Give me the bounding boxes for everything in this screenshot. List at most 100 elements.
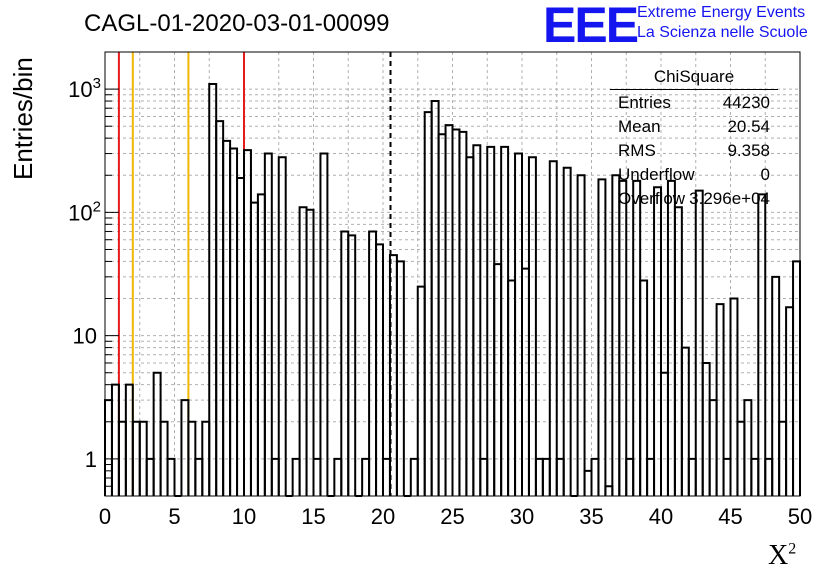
histogram-bin: [319, 152, 329, 496]
histogram-bin: [347, 234, 357, 496]
stats-value: 3.296e+04: [689, 189, 770, 208]
x-tick-label: 50: [788, 504, 812, 529]
histogram-bin: [291, 457, 301, 496]
histogram-bin: [743, 399, 753, 496]
histogram-bin: [660, 371, 669, 496]
histogram-bin: [229, 147, 239, 496]
histogram-bin: [423, 111, 433, 496]
x-axis-label: X2: [768, 540, 797, 571]
y-axis-label: Entries/bin: [8, 57, 38, 180]
x-tick-label: 45: [718, 504, 742, 529]
histogram-bin: [312, 457, 322, 496]
stats-value: 9.358: [727, 141, 770, 160]
histogram-bin: [124, 383, 134, 496]
histogram-bin: [562, 166, 572, 496]
stats-row: Entries 44230: [610, 90, 778, 114]
histogram-bin: [263, 152, 273, 496]
histogram-bin: [375, 243, 384, 496]
y-tick-label: 103: [68, 75, 101, 102]
histogram-bin: [298, 206, 308, 496]
histogram-bin: [694, 189, 704, 496]
histogram-bin: [604, 485, 614, 496]
histogram-bin: [541, 457, 551, 496]
histogram-bin: [729, 297, 739, 496]
histogram-bin: [555, 457, 565, 496]
x-tick-label: 40: [649, 504, 673, 529]
histogram-bin: [145, 457, 155, 496]
histogram-bin: [514, 152, 523, 496]
histogram-bin: [166, 457, 176, 496]
histogram-bin: [194, 457, 204, 496]
histogram-bin: [583, 469, 593, 496]
stats-row: Mean 20.54: [610, 114, 778, 138]
x-tick-label: 30: [510, 504, 534, 529]
histogram-bin: [437, 133, 447, 496]
stats-key: Entries: [618, 93, 671, 112]
histogram-bin: [653, 186, 662, 496]
histogram-bin: [632, 179, 642, 496]
histogram-bin: [500, 145, 510, 496]
histogram-bin: [152, 371, 162, 496]
histogram-bin: [465, 156, 475, 496]
histogram-bin: [368, 230, 378, 496]
stats-box: ChiSquare Entries 44230 Mean 20.54 RMS 9.35…: [610, 67, 778, 210]
eee-logo: EEE: [543, 0, 639, 53]
histogram-bin: [680, 346, 690, 496]
histogram-bin: [646, 457, 656, 496]
stats-title: ChiSquare: [610, 67, 778, 90]
histogram-bin: [479, 457, 489, 496]
logo-line-1: Extreme Energy Events: [637, 4, 806, 21]
stats-row: RMS 9.358: [610, 138, 778, 162]
histogram-bin: [666, 179, 676, 496]
stats-key: RMS: [618, 141, 656, 160]
y-tick-label: 102: [68, 198, 101, 225]
y-tick-label: 1: [85, 447, 97, 472]
histogram-bin: [110, 383, 120, 496]
histogram-bin: [180, 399, 190, 496]
x-tick-label: 10: [232, 504, 256, 529]
histogram-bin: [757, 193, 767, 496]
histogram-bin: [222, 139, 232, 496]
histogram-bin: [395, 260, 405, 496]
stats-value: 20.54: [727, 117, 770, 136]
histogram-bin: [701, 361, 711, 496]
x-tick-label: 15: [301, 504, 325, 529]
histogram-bin: [750, 457, 760, 496]
stats-key: Overflow: [618, 189, 686, 208]
histogram-bin: [416, 285, 426, 496]
y-tick-label: 10: [73, 324, 97, 349]
stats-row: Underflow 0: [610, 162, 778, 186]
histogram-bin: [708, 399, 718, 496]
histogram-bin: [576, 174, 586, 496]
histogram-bin: [243, 149, 252, 496]
histogram-bin: [590, 457, 600, 496]
histogram-bin: [333, 457, 343, 496]
stats-key: Mean: [618, 117, 661, 136]
histogram-bin: [458, 130, 468, 496]
histogram-bin: [208, 83, 218, 496]
x-tick-label: 20: [371, 504, 395, 529]
histogram-bin: [215, 120, 225, 496]
histogram-bin: [771, 275, 781, 496]
histogram-bin: [687, 457, 697, 496]
histogram-bin: [451, 128, 461, 496]
histogram-bin: [673, 206, 683, 496]
histogram-bin: [236, 177, 245, 496]
histogram-bin: [305, 208, 315, 496]
histogram-bin: [792, 260, 801, 496]
histogram-bin: [277, 156, 287, 496]
histogram-bin: [597, 178, 607, 496]
stats-value: 0: [760, 165, 770, 184]
histogram-bin: [382, 457, 391, 496]
histogram-bin: [361, 457, 371, 496]
histogram-bin: [486, 145, 496, 496]
histogram-bin: [639, 279, 649, 496]
x-tick-label: 0: [99, 504, 111, 529]
histogram-bin: [534, 457, 544, 496]
histogram-bin: [270, 457, 280, 496]
histogram-bin: [507, 279, 517, 496]
histogram-bin: [104, 399, 113, 496]
histogram-bin: [340, 230, 350, 496]
histogram-bin: [618, 179, 628, 496]
stats-value: 44230: [722, 93, 770, 112]
